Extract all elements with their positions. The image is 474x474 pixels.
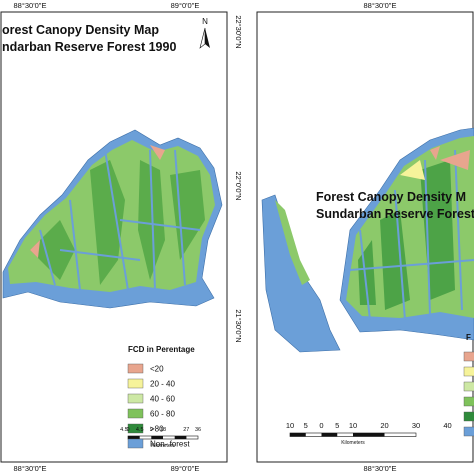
- longitude-label: 88°30'0"E: [14, 1, 47, 10]
- left-scale-bar: [127, 435, 199, 440]
- map-title: Forest Canopy Density M: [316, 190, 466, 204]
- map-title: ndarban Reserve Forest 1990: [2, 40, 176, 54]
- legend-swatch: [463, 366, 474, 377]
- legend-label: 20 - 40: [150, 380, 175, 389]
- longitude-label: 88°30'0"E: [364, 464, 397, 473]
- map-title: orest Canopy Density Map: [2, 23, 159, 37]
- legend-label: >80: [150, 425, 164, 434]
- legend-swatch: [463, 426, 474, 437]
- legend-swatch: [463, 381, 474, 392]
- legend-label: 60 - 80: [150, 410, 175, 419]
- scale-label: 0: [126, 427, 129, 433]
- legend-swatch: [463, 411, 474, 422]
- longitude-label: 88°30'0"E: [14, 464, 47, 473]
- scale-label: 36: [195, 427, 201, 433]
- scale-label: 4.5: [120, 427, 128, 433]
- legend-label: Non- forest: [150, 440, 190, 449]
- scale-label: 20: [380, 421, 388, 430]
- scale-label: 5: [335, 421, 339, 430]
- legend-swatch: [127, 393, 144, 404]
- scale-label: 40: [443, 421, 451, 430]
- latitude-label: 21°30'0"N: [234, 309, 243, 342]
- scale-unit: Kilometers: [151, 443, 175, 449]
- scale-unit: Kilometers: [341, 440, 365, 446]
- legend-swatch: [127, 438, 144, 449]
- legend-swatch: [127, 363, 144, 374]
- left-frame: [0, 11, 228, 463]
- longitude-label: 88°30'0"E: [364, 1, 397, 10]
- legend-swatch: [463, 396, 474, 407]
- longitude-label: 89°0'0"E: [171, 1, 200, 10]
- legend-swatch: [127, 423, 144, 434]
- scale-label: 10: [349, 421, 357, 430]
- scale-label: 0: [319, 421, 323, 430]
- legend-title: FCD in Perentage: [128, 345, 195, 354]
- scale-label: 27: [183, 427, 189, 433]
- scale-label: 9: [150, 427, 153, 433]
- right-map: [261, 127, 474, 353]
- north-arrow: N: [199, 17, 210, 49]
- scale-label: 18: [160, 427, 166, 433]
- left-map: [2, 129, 223, 309]
- legend-swatch: [127, 408, 144, 419]
- right-scale-bar: [289, 432, 417, 437]
- scale-label: 30: [412, 421, 420, 430]
- legend-swatch: [463, 351, 474, 362]
- scale-label: 10: [286, 421, 294, 430]
- latitude-label: 22°0'0"N: [234, 171, 243, 200]
- legend-label: <20: [150, 365, 164, 374]
- north-label: N: [202, 17, 208, 26]
- legend-title: F: [466, 333, 471, 342]
- map-title: Sundarban Reserve Forest: [316, 207, 474, 221]
- latitude-label: 22°30'0"N: [234, 15, 243, 48]
- scale-label: 5: [304, 421, 308, 430]
- scale-label: 4.5: [136, 427, 144, 433]
- legend-label: 40 - 60: [150, 395, 175, 404]
- legend-swatch: [127, 378, 144, 389]
- longitude-label: 89°0'0"E: [171, 464, 200, 473]
